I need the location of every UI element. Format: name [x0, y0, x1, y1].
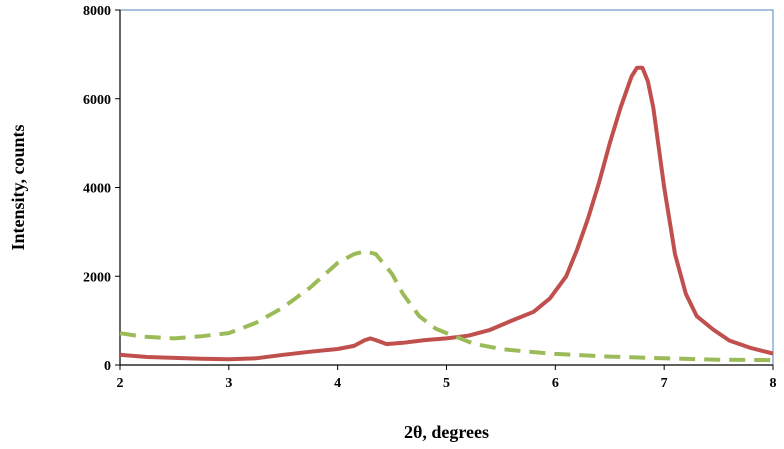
y-tick-label: 2000: [83, 270, 111, 285]
x-tick-label: 3: [225, 376, 232, 391]
series-group: [119, 65, 774, 363]
y-tick-label: 8000: [83, 4, 111, 19]
axes: 2 3 4 5 6 7 8 0 2000 4000 6000 8000: [83, 4, 777, 391]
y-tick-label: 0: [104, 359, 111, 374]
x-tick-label: 8: [770, 376, 777, 391]
solid-series-line: [119, 65, 774, 362]
y-axis-title: Intensity, counts: [8, 124, 28, 250]
dashed-series-line: [119, 249, 774, 363]
y-tick-label: 6000: [83, 93, 111, 108]
x-tick-label: 7: [661, 376, 668, 391]
x-axis-title: 2θ, degrees: [404, 422, 489, 442]
y-tick-label: 4000: [83, 182, 111, 197]
x-tick-label: 2: [117, 376, 124, 391]
plot-frame: [119, 9, 774, 366]
x-tick-label: 5: [443, 376, 450, 391]
x-tick-label: 4: [334, 376, 341, 391]
x-tick-label: 6: [552, 376, 559, 391]
